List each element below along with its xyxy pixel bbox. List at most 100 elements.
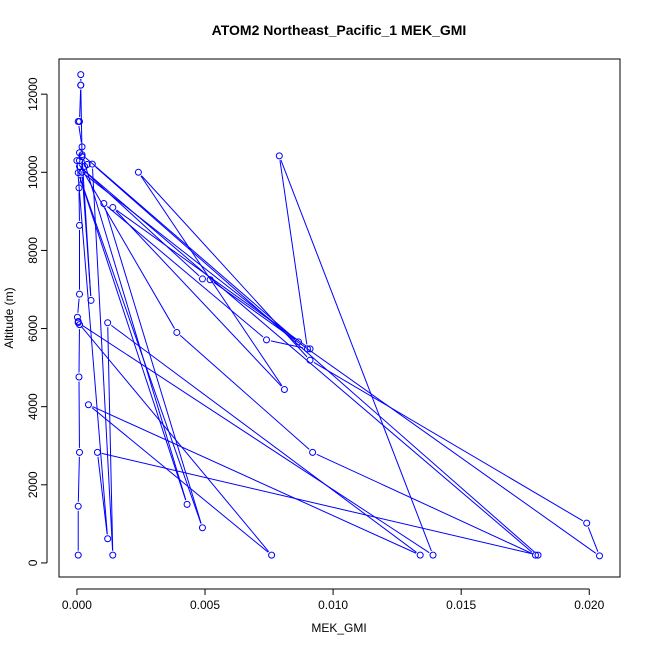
data-point xyxy=(306,345,314,353)
series-segment xyxy=(76,165,108,535)
x-axis: 0.000 0.005 0.010 0.015 0.020 xyxy=(62,588,605,612)
data-point xyxy=(534,551,542,559)
data-point xyxy=(93,448,101,456)
data-point xyxy=(84,401,92,409)
series-segment xyxy=(107,327,114,551)
series-segment xyxy=(97,456,108,535)
data-point xyxy=(75,221,83,229)
x-tick-label: 0.015 xyxy=(446,598,476,612)
y-tick-label: 4000 xyxy=(26,393,40,420)
data-point xyxy=(75,290,83,298)
series-segment xyxy=(80,325,270,552)
data-point xyxy=(109,203,117,211)
data-point xyxy=(416,551,424,559)
series-line xyxy=(76,79,599,555)
data-point xyxy=(173,328,181,336)
series-segment xyxy=(316,453,532,554)
data-point xyxy=(134,168,142,176)
data-point xyxy=(583,519,591,527)
data-point xyxy=(206,276,214,284)
data-point xyxy=(198,524,206,532)
y-axis-label: Altitude (m) xyxy=(2,287,16,348)
y-tick-label: 0 xyxy=(26,559,40,566)
data-point xyxy=(295,338,303,346)
y-tick-label: 10000 xyxy=(26,155,40,189)
series-segment xyxy=(85,157,296,340)
data-point xyxy=(78,168,86,176)
series-segment xyxy=(101,452,534,555)
data-point xyxy=(280,385,288,393)
data-point xyxy=(73,157,81,165)
data-point xyxy=(183,500,191,508)
data-point xyxy=(75,373,83,381)
series-segment xyxy=(79,176,202,524)
series-segment xyxy=(95,166,535,553)
series-segment xyxy=(587,527,599,552)
series-segment xyxy=(81,324,430,554)
data-point xyxy=(75,118,83,126)
series-segment xyxy=(280,159,432,552)
data-point xyxy=(87,296,95,304)
series-segment xyxy=(82,169,200,277)
series-segment xyxy=(81,176,92,296)
data-point xyxy=(100,200,108,208)
data-point xyxy=(109,551,117,559)
x-tick-label: 0.000 xyxy=(62,598,92,612)
series-segment xyxy=(313,362,584,522)
series-segment xyxy=(279,160,308,345)
series-segment xyxy=(79,176,187,501)
x-tick-label: 0.020 xyxy=(574,598,604,612)
data-point xyxy=(74,551,82,559)
data-point xyxy=(88,160,96,168)
series-segment xyxy=(213,281,597,554)
y-axis: 0 2000 4000 6000 8000 10000 12000 xyxy=(26,77,48,566)
data-point xyxy=(75,321,83,329)
data-point xyxy=(198,275,206,283)
series-segment xyxy=(92,406,417,554)
y-tick-label: 6000 xyxy=(26,315,40,342)
series-segment xyxy=(179,335,310,450)
x-axis-label: MEK_GMI xyxy=(311,621,366,635)
series-segment xyxy=(92,168,114,551)
data-point xyxy=(78,153,86,161)
data-point xyxy=(83,160,91,168)
data-point xyxy=(78,151,86,159)
data-point xyxy=(596,552,604,560)
data-point xyxy=(262,336,270,344)
data-point xyxy=(77,71,85,79)
data-point xyxy=(74,319,82,327)
series-points xyxy=(73,71,604,560)
x-tick-label: 0.010 xyxy=(318,598,348,612)
plot-frame xyxy=(58,58,621,578)
data-point xyxy=(78,143,86,151)
series-segment xyxy=(78,164,176,329)
data-point xyxy=(104,319,112,327)
data-point xyxy=(75,448,83,456)
data-point xyxy=(309,448,317,456)
data-point xyxy=(75,162,83,170)
series-segment xyxy=(77,456,80,502)
series-segment xyxy=(77,298,80,313)
series-segment xyxy=(115,210,282,387)
y-tick-label: 2000 xyxy=(26,471,40,498)
series-segment xyxy=(78,125,82,143)
data-point xyxy=(104,535,112,543)
series-segment xyxy=(91,407,269,553)
series-segment xyxy=(104,207,202,524)
series-segment xyxy=(140,175,283,387)
series-segment xyxy=(106,206,264,338)
data-point xyxy=(75,184,83,192)
y-tick-label: 12000 xyxy=(26,77,40,111)
data-point xyxy=(268,551,276,559)
data-point xyxy=(531,551,539,559)
chart-title: ATOM2 Northeast_Pacific_1 MEK_GMI xyxy=(212,22,467,38)
series-segment xyxy=(116,209,307,347)
series-segment xyxy=(141,175,308,358)
y-tick-label: 8000 xyxy=(26,237,40,264)
data-point xyxy=(275,152,283,160)
series-segment xyxy=(82,158,187,501)
x-tick-label: 0.005 xyxy=(190,598,220,612)
data-point xyxy=(306,356,314,364)
data-point xyxy=(74,502,82,510)
